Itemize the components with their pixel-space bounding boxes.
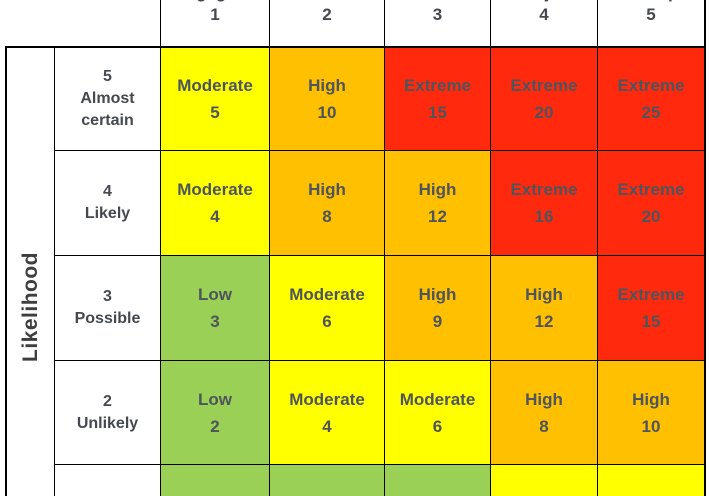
matrix-cell: Low 3 bbox=[161, 256, 269, 360]
cell-level: Extreme bbox=[617, 76, 685, 95]
matrix-cell bbox=[385, 465, 490, 496]
cell-level: Extreme bbox=[510, 180, 578, 199]
matrix-cell: Extreme 20 bbox=[598, 151, 704, 255]
matrix-cell: High 12 bbox=[491, 256, 597, 360]
row-label-1 bbox=[55, 465, 160, 496]
cell-score: 15 bbox=[641, 312, 661, 331]
cell-score: 8 bbox=[322, 207, 332, 226]
cell-level: Moderate bbox=[177, 76, 253, 95]
cell-level: High bbox=[308, 76, 346, 95]
matrix-cell bbox=[161, 465, 269, 496]
cell-level: High bbox=[525, 285, 563, 304]
y-axis-title-cell: Likelihood bbox=[7, 48, 54, 496]
cell-score: 25 bbox=[641, 103, 661, 122]
matrix-cell: High 8 bbox=[491, 361, 597, 464]
row-label-3: 3 Possible bbox=[55, 256, 160, 360]
row-name: Unlikely bbox=[76, 414, 139, 432]
cell-score: 6 bbox=[322, 312, 332, 331]
cell-level: High bbox=[418, 285, 457, 304]
cell-level: Moderate bbox=[399, 389, 476, 409]
row-number: 4 bbox=[103, 183, 112, 200]
matrix-cell: High 9 bbox=[385, 256, 490, 360]
matrix-cell: Moderate 6 bbox=[270, 256, 384, 360]
column-header-label: Minor bbox=[270, 0, 384, 4]
matrix-cell: Extreme 15 bbox=[598, 256, 704, 360]
column-header-value: 2 bbox=[322, 5, 332, 24]
cell-score: 3 bbox=[210, 312, 220, 331]
matrix-cell: High 8 bbox=[270, 151, 384, 255]
row-name: Almost certain bbox=[80, 90, 135, 129]
row-name: Possible bbox=[74, 310, 141, 327]
consequence-header-row: Negligible 1 Minor 2 Moderate 3 Major 4 bbox=[160, 0, 706, 46]
cell-score: 12 bbox=[534, 312, 554, 331]
cell-score: 10 bbox=[641, 416, 661, 436]
matrix-cell bbox=[491, 465, 597, 496]
cell-level: Low bbox=[198, 285, 232, 304]
cell-level: Low bbox=[198, 389, 232, 409]
risk-matrix-table: Likelihood 5 Almost certain Moderate 5 H… bbox=[5, 46, 706, 496]
matrix-cell: Extreme 25 bbox=[598, 48, 704, 150]
row-number: 2 bbox=[103, 392, 112, 410]
matrix-cell: Moderate 4 bbox=[270, 361, 384, 464]
matrix-cell: Low 2 bbox=[161, 361, 269, 464]
cell-score: 20 bbox=[641, 207, 661, 226]
cell-score: 2 bbox=[210, 416, 220, 436]
matrix-cell: High 10 bbox=[598, 361, 704, 464]
cell-score: 8 bbox=[539, 416, 549, 436]
column-header-value: 4 bbox=[539, 5, 549, 24]
y-axis-title: Likelihood bbox=[18, 252, 42, 362]
cell-score: 10 bbox=[317, 103, 337, 122]
cell-level: Extreme bbox=[617, 285, 685, 304]
matrix-cell: Extreme 15 bbox=[385, 48, 490, 150]
column-header-value: 1 bbox=[210, 5, 220, 24]
cell-score: 12 bbox=[428, 207, 447, 226]
cell-level: Extreme bbox=[510, 76, 578, 95]
cell-score: 9 bbox=[432, 312, 443, 331]
matrix-cell bbox=[270, 465, 384, 496]
column-header-2: Minor 2 bbox=[270, 0, 384, 46]
cell-level: Moderate bbox=[289, 285, 365, 304]
cell-score: 20 bbox=[534, 103, 554, 122]
cell-score: 4 bbox=[322, 416, 332, 436]
matrix-cell: Extreme 20 bbox=[491, 48, 597, 150]
row-number: 3 bbox=[103, 288, 112, 305]
matrix-cell: High 10 bbox=[270, 48, 384, 150]
cell-score: 5 bbox=[210, 103, 220, 122]
column-header-label: Negligible bbox=[161, 0, 269, 4]
column-header-label: Moderate bbox=[385, 0, 490, 4]
cell-score: 4 bbox=[210, 207, 220, 226]
row-number: 5 bbox=[103, 68, 112, 85]
cell-level: Extreme bbox=[617, 180, 685, 199]
row-name: Likely bbox=[84, 205, 131, 222]
matrix-cell: Moderate 5 bbox=[161, 48, 269, 150]
column-header-value: 5 bbox=[646, 5, 656, 24]
cell-level: High bbox=[308, 180, 346, 199]
row-label-5: 5 Almost certain bbox=[55, 48, 160, 150]
cell-level: High bbox=[525, 389, 563, 409]
matrix-cell: Extreme 16 bbox=[491, 151, 597, 255]
column-header-5: Catastrophic 5 bbox=[598, 0, 704, 46]
matrix-cell: High 12 bbox=[385, 151, 490, 255]
cell-level: Moderate bbox=[177, 180, 253, 199]
column-header-label: Major bbox=[491, 0, 597, 4]
column-header-1: Negligible 1 bbox=[161, 0, 269, 46]
column-header-4: Major 4 bbox=[491, 0, 597, 46]
matrix-cell: Moderate 6 bbox=[385, 361, 490, 464]
column-header-label: Catastrophic bbox=[598, 0, 704, 4]
cell-score: 16 bbox=[534, 207, 554, 226]
cell-score: 15 bbox=[428, 103, 447, 122]
column-header-value: 3 bbox=[432, 5, 443, 24]
matrix-cell bbox=[598, 465, 704, 496]
cell-score: 6 bbox=[432, 416, 443, 436]
matrix-cell: Moderate 4 bbox=[161, 151, 269, 255]
cell-level: High bbox=[418, 180, 457, 199]
cell-level: Extreme bbox=[403, 76, 472, 95]
column-header-3: Moderate 3 bbox=[385, 0, 490, 46]
row-label-2: 2 Unlikely bbox=[55, 361, 160, 464]
cell-level: High bbox=[632, 389, 670, 409]
row-label-4: 4 Likely bbox=[55, 151, 160, 255]
cell-level: Moderate bbox=[289, 389, 365, 409]
